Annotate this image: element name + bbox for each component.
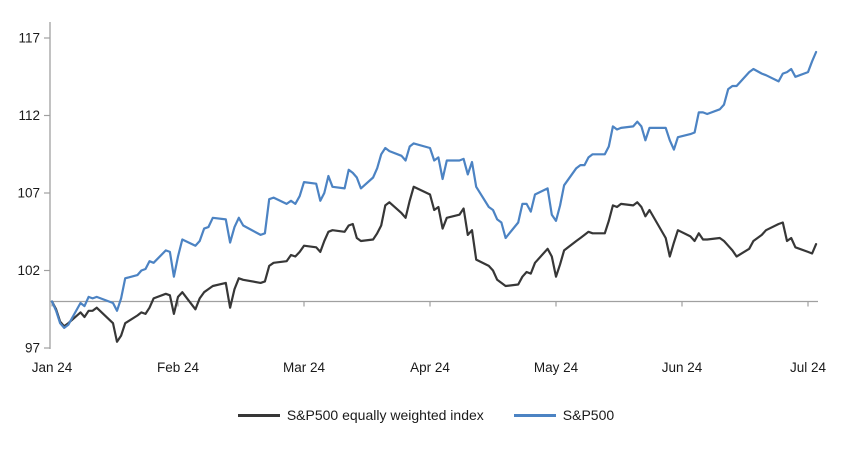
legend-item-equal-weight: S&P500 equally weighted index [237, 407, 484, 423]
x-axis-label: Jun 24 [662, 360, 703, 375]
legend-label-sp500: S&P500 [562, 407, 615, 423]
series-line-equal-weight [50, 185, 818, 343]
y-axis-label: 102 [17, 263, 40, 278]
x-axis-label: Mar 24 [283, 360, 326, 375]
legend-item-sp500: S&P500 [513, 407, 615, 423]
legend-swatch-sp500 [513, 413, 556, 417]
line-chart-canvas: 117 112 107 102 97 Jan 24 Feb 24 Mar 24 Apr 24 Ma… [17, 22, 827, 375]
series-line-sp500 [50, 50, 818, 329]
y-axis-label: 107 [17, 186, 40, 201]
x-axis-label: Feb 24 [157, 360, 200, 375]
y-axis-label: 112 [18, 108, 40, 123]
legend-swatch-equal-weight [237, 413, 280, 417]
y-axis-label: 117 [18, 31, 40, 46]
y-axis-label: 97 [25, 341, 40, 356]
x-axis-label: Jan 24 [32, 360, 73, 375]
x-axis-label: Jul 24 [790, 360, 827, 375]
legend-label-equal-weight: S&P500 equally weighted index [286, 407, 484, 423]
x-axis-label: May 24 [534, 360, 579, 375]
x-axis-label: Apr 24 [410, 360, 450, 375]
chart-legend: S&P500 equally weighted index S&P500 [0, 408, 852, 422]
